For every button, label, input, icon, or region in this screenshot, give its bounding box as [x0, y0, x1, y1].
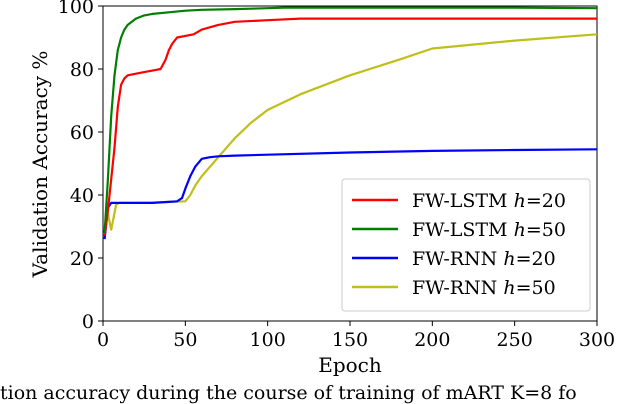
y-tick-label: 100	[58, 0, 94, 18]
x-tick-label: 0	[97, 329, 109, 351]
legend-label-name: FW-RNN	[412, 277, 503, 299]
line-chart: 0 50 100 150 200 250 300 0 20 40 60 80 100 Epoch Val…	[28, 0, 615, 377]
series-line-1	[103, 17, 597, 237]
legend-label: FW-RNN h=20	[412, 248, 556, 270]
legend-label: FW-LSTM h=50	[412, 219, 566, 241]
legend-label-value: =20	[526, 190, 566, 212]
x-tick-label: 300	[579, 329, 615, 351]
y-tick-label: 60	[70, 122, 94, 144]
y-tick-label: 40	[70, 185, 94, 207]
legend-label-value: =50	[516, 277, 556, 299]
legend-label-name: FW-LSTM	[412, 219, 514, 241]
legend-label-var: h	[514, 219, 526, 241]
x-tick-label: 200	[414, 329, 450, 351]
legend-label-var: h	[514, 190, 526, 212]
legend-label-var: h	[503, 277, 515, 299]
series-line-3	[103, 148, 598, 240]
series-layer	[103, 6, 598, 240]
series-line-2	[103, 6, 598, 233]
x-tick-label: 250	[497, 329, 533, 351]
legend-label-var: h	[503, 248, 515, 270]
legend-label-name: FW-RNN	[412, 248, 503, 270]
legend-label-value: =20	[516, 248, 556, 270]
legend-label-name: FW-LSTM	[412, 190, 514, 212]
y-axis-label: Validation Accuracy %	[28, 51, 52, 279]
figure-caption: tion accuracy during the course of train…	[0, 382, 577, 404]
x-axis-label: Epoch	[318, 353, 382, 377]
y-tick-label: 80	[70, 59, 94, 81]
y-tick-label: 20	[70, 248, 94, 270]
legend-label: FW-RNN h=50	[412, 277, 556, 299]
legend-label-value: =50	[526, 219, 566, 241]
legend-label: FW-LSTM h=20	[412, 190, 566, 212]
x-tick-label: 100	[250, 329, 286, 351]
y-tick-label: 0	[82, 311, 94, 333]
x-tick-label: 50	[173, 329, 197, 351]
legend-box	[341, 178, 591, 312]
tick-layer: 0 50 100 150 200 250 300 0 20 40 60 80 100	[58, 0, 615, 351]
x-tick-label: 150	[332, 329, 368, 351]
